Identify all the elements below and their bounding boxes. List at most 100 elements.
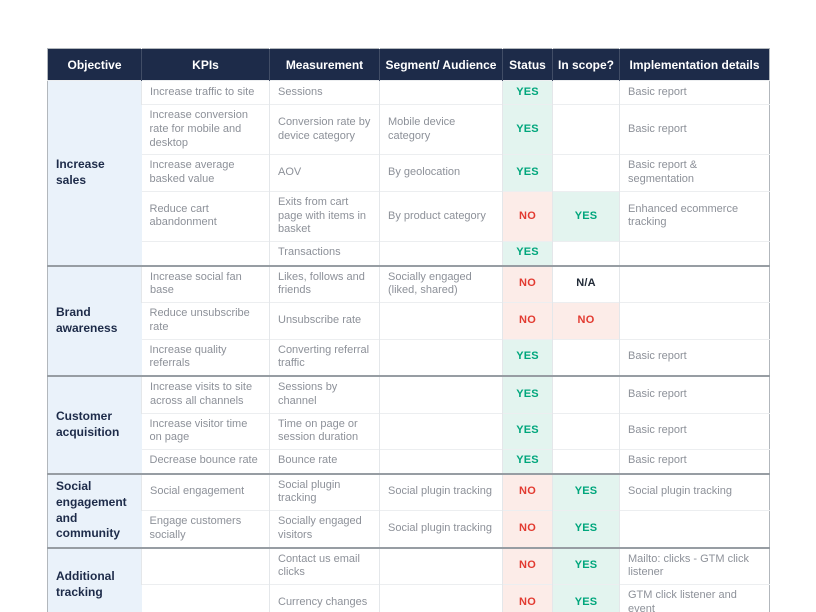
section-social-engagement: Social engagement and community Social e… [47, 473, 770, 548]
measurement-cell: Sessions by channel [269, 375, 380, 413]
kpi-cell: Social engagement [141, 473, 270, 511]
section-customer-acquisition: Customer acquisition Increase visits to … [47, 375, 770, 474]
in-scope-cell [552, 154, 620, 192]
measurement-cell: Currency changes [269, 584, 380, 612]
kpi-cell: Increase average basked value [141, 154, 270, 192]
objective-cell: Brand awareness [47, 265, 142, 376]
in-scope-cell: YES [552, 473, 620, 511]
table-row: Increase quality referrals Converting re… [48, 338, 770, 376]
status-cell: YES [502, 338, 553, 376]
kpi-cell: Increase traffic to site [141, 80, 270, 105]
table-row: Additional tracking Contact us email cli… [47, 547, 770, 612]
objective-cell: Social engagement and community [47, 473, 142, 548]
implementation-cell: Basic report [619, 338, 770, 376]
measurement-cell: Time on page or session duration [269, 412, 380, 450]
in-scope-cell [552, 449, 620, 474]
in-scope-cell: NO [552, 302, 620, 339]
section-additional-tracking: Additional tracking Contact us email cli… [47, 547, 770, 612]
table-row: Reduce unsubscribe rate Unsubscribe rate… [48, 302, 770, 339]
kpi-cell: Decrease bounce rate [141, 449, 270, 474]
segment-cell: Social plugin tracking [379, 473, 503, 511]
table-row: Social engagement and community Social e… [47, 473, 770, 548]
section-brand-awareness: Brand awareness Increase social fan base… [47, 265, 770, 376]
segment-cell: By product category [379, 190, 503, 242]
status-cell: NO [502, 190, 553, 242]
header-kpis: KPIs [141, 48, 270, 81]
kpi-cell: Increase visits to site across all chann… [141, 375, 270, 413]
measurement-cell: Transactions [269, 241, 380, 266]
measurement-cell: Exits from cart page with items in baske… [269, 190, 380, 242]
status-cell: YES [502, 375, 553, 413]
status-cell: YES [502, 241, 553, 266]
implementation-cell: Social plugin tracking [619, 473, 770, 511]
table-row: Increase conversion rate for mobile and … [48, 103, 770, 155]
in-scope-cell: YES [552, 547, 620, 585]
kpi-cell: Increase social fan base [141, 265, 270, 303]
table-header: Objective KPIs Measurement Segment/ Audi… [47, 48, 770, 81]
table-row: Increase sales Increase traffic to site … [47, 80, 770, 266]
measurement-cell: Conversion rate by device category [269, 103, 380, 155]
header-segment-audience: Segment/ Audience [379, 48, 503, 81]
measurement-cell: Contact us email clicks [269, 547, 380, 585]
header-objective: Objective [47, 48, 142, 81]
measurement-cell: Socially engaged visitors [269, 510, 380, 548]
implementation-cell: Basic report [619, 103, 770, 155]
status-cell: NO [502, 265, 553, 303]
implementation-cell: Basic report [619, 412, 770, 450]
kpi-cell: Reduce unsubscribe rate [141, 302, 270, 339]
header-measurement: Measurement [269, 48, 380, 81]
implementation-cell: Enhanced ecommerce tracking [619, 190, 770, 242]
implementation-cell: GTM click listener and event [619, 584, 770, 612]
in-scope-cell: YES [552, 584, 620, 612]
segment-cell [379, 302, 503, 339]
table-row: Decrease bounce rate Bounce rate YES Bas… [48, 449, 770, 474]
objective-cell: Customer acquisition [47, 375, 142, 474]
status-cell: YES [502, 154, 553, 192]
status-cell: NO [502, 510, 553, 548]
segment-cell: Social plugin tracking [379, 510, 503, 548]
implementation-cell [619, 241, 770, 266]
kpi-cell: Engage customers socially [141, 510, 270, 548]
table-row: Transactions YES [48, 241, 770, 266]
header-status: Status [502, 48, 553, 81]
in-scope-cell [552, 338, 620, 376]
implementation-cell: Basic report & segmentation [619, 154, 770, 192]
segment-cell [379, 412, 503, 450]
table-row: Increase average basked value AOV By geo… [48, 154, 770, 192]
objective-cell: Additional tracking [47, 547, 142, 612]
status-cell: YES [502, 80, 553, 105]
measurement-cell: AOV [269, 154, 380, 192]
in-scope-cell [552, 412, 620, 450]
segment-cell [379, 80, 503, 105]
kpi-cell [141, 547, 270, 585]
measurement-cell: Social plugin tracking [269, 473, 380, 511]
objective-cell: Increase sales [47, 80, 142, 266]
implementation-cell: Basic report [619, 80, 770, 105]
header-implementation-details: Implementation details [619, 48, 770, 81]
segment-cell [379, 449, 503, 474]
in-scope-cell [552, 80, 620, 105]
segment-cell: By geolocation [379, 154, 503, 192]
status-cell: YES [502, 449, 553, 474]
status-cell: NO [502, 547, 553, 585]
kpi-cell: Increase visitor time on page [141, 412, 270, 450]
table-row: Currency changes NO YES GTM click listen… [48, 584, 770, 612]
kpi-cell [141, 241, 270, 266]
header-in-scope: In scope? [552, 48, 620, 81]
measurement-cell: Unsubscribe rate [269, 302, 380, 339]
table-row: Increase visitor time on page Time on pa… [48, 412, 770, 450]
implementation-cell: Basic report [619, 375, 770, 413]
measurement-cell: Sessions [269, 80, 380, 105]
measurement-cell: Likes, follows and friends [269, 265, 380, 303]
in-scope-cell [552, 103, 620, 155]
in-scope-cell [552, 375, 620, 413]
in-scope-cell: YES [552, 190, 620, 242]
measurement-plan-table: Objective KPIs Measurement Segment/ Audi… [47, 48, 770, 612]
in-scope-cell: YES [552, 510, 620, 548]
implementation-cell: Mailto: clicks - GTM click listener [619, 547, 770, 585]
segment-cell [379, 547, 503, 585]
implementation-cell [619, 302, 770, 339]
status-cell: NO [502, 584, 553, 612]
status-cell: NO [502, 473, 553, 511]
